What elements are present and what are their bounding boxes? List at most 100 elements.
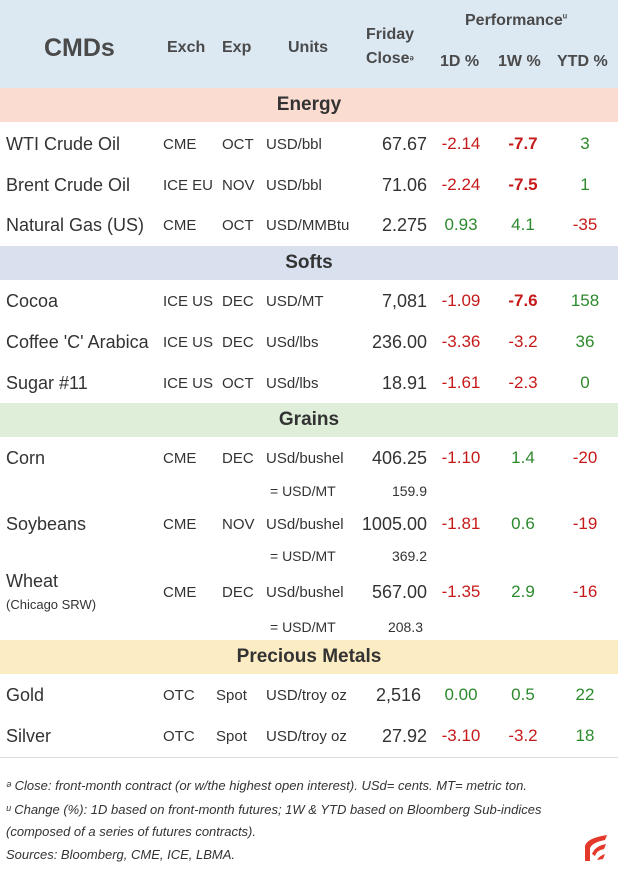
- table-row-brent: Brent Crude Oil ICE EU NOV USD/bbl 71.06…: [0, 165, 618, 205]
- w1-header: 1W %: [498, 53, 541, 70]
- exchange: ICE US: [163, 375, 214, 392]
- change-ytd: 22: [575, 685, 595, 704]
- table-row-gold: Gold OTC Spot USD/troy oz 2,516 0.00 0.5…: [0, 675, 618, 715]
- exch-header: Exch: [167, 39, 206, 56]
- expiry: NOV: [222, 177, 255, 194]
- expiry: NOV: [222, 516, 255, 533]
- friday-header: Friday: [366, 26, 415, 43]
- footnote-change-1: ᵘ Change (%): 1D based on front-month fu…: [6, 802, 542, 817]
- change-1w: -3.2: [508, 332, 538, 351]
- change-ytd: -19: [572, 514, 598, 533]
- commodity-name: Cocoa: [6, 291, 59, 311]
- change-ytd: 18: [575, 726, 595, 745]
- table-row-cocoa: Cocoa ICE US DEC USD/MT 7,081 -1.09 -7.6…: [0, 281, 618, 321]
- close-header-mark: ᵊ: [409, 54, 414, 66]
- performance-header-label: Performance: [465, 12, 563, 29]
- commodity-name: Brent Crude Oil: [6, 175, 131, 195]
- commodity-name: Sugar #11: [6, 373, 88, 393]
- expiry: DEC: [222, 334, 254, 351]
- change-1d: -1.81: [441, 514, 481, 533]
- units: USd/lbs: [266, 334, 319, 351]
- units: USD/troy oz: [266, 728, 347, 745]
- commodity-name: Coffee 'C' Arabica: [6, 332, 149, 352]
- friday-close: 236.00: [371, 332, 427, 352]
- change-1w: 0.5: [511, 685, 535, 704]
- performance-header: Performanceᵘ: [465, 12, 567, 30]
- alt-close: 159.9: [391, 483, 427, 499]
- exchange: ICE US: [163, 334, 214, 351]
- change-1w: 1.4: [511, 448, 535, 467]
- expiry: OCT: [222, 375, 254, 392]
- expiry: DEC: [222, 584, 254, 601]
- change-1d: -1.35: [441, 582, 481, 601]
- footnote-change-2: (composed of a series of futures contrac…: [6, 824, 256, 839]
- change-1w: -7.5: [508, 175, 538, 194]
- commodity-name: Corn: [6, 448, 46, 468]
- change-ytd: 36: [575, 332, 595, 351]
- expiry: Spot: [216, 687, 247, 704]
- friday-close: 7,081: [381, 291, 427, 311]
- expiry: Spot: [216, 728, 247, 745]
- exchange: ICE EU: [163, 177, 214, 194]
- table-row-natgas: Natural Gas (US) CME OCT USD/MMBtu 2.275…: [0, 205, 618, 245]
- close-header: Closeᵊ: [366, 50, 414, 68]
- table-row-silver: Silver OTC Spot USD/troy oz 27.92 -3.10 …: [0, 716, 618, 756]
- expiry: DEC: [222, 450, 254, 467]
- table-row-coffee: Coffee 'C' Arabica ICE US DEC USd/lbs 23…: [0, 322, 618, 362]
- units: USd/bushel: [266, 450, 344, 467]
- commodity-name: Wheat: [6, 571, 59, 591]
- exchange: ICE US: [163, 293, 214, 310]
- units: USD/troy oz: [266, 687, 347, 704]
- table-row-soybeans: Soybeans CME NOV USd/bushel 1005.00 -1.8…: [0, 504, 618, 570]
- friday-close: 2.275: [381, 215, 427, 235]
- exchange: OTC: [163, 687, 195, 704]
- change-1d: -2.14: [441, 134, 481, 153]
- friday-close: 2,516: [375, 685, 421, 705]
- units: USD/bbl: [266, 177, 322, 194]
- d1-header: 1D %: [440, 53, 480, 70]
- section-grains: Grains: [0, 403, 618, 437]
- change-ytd: -35: [572, 215, 598, 234]
- units-header: Units: [288, 39, 328, 56]
- change-1d: 0.93: [444, 215, 478, 234]
- commodity-subname: (Chicago SRW): [6, 597, 97, 612]
- change-1d: -2.24: [441, 175, 481, 194]
- footnote-sources: Sources: Bloomberg, CME, ICE, LBMA.: [6, 847, 236, 862]
- table-row-corn: Corn CME DEC USd/bushel 406.25 -1.10 1.4…: [0, 438, 618, 504]
- table-title: CMDs: [44, 34, 115, 62]
- change-1d: -1.09: [441, 291, 481, 310]
- table-row-wti: WTI Crude Oil CME OCT USD/bbl 67.67 -2.1…: [0, 124, 618, 164]
- exchange: CME: [163, 450, 197, 467]
- table-header: CMDs Exch Exp Units Friday Closeᵊ Perfor…: [0, 0, 618, 88]
- change-ytd: 3: [580, 134, 590, 153]
- friday-close: 27.92: [381, 726, 427, 746]
- change-ytd: -16: [572, 582, 598, 601]
- alt-units: = USD/MT: [270, 619, 336, 635]
- change-ytd: 1: [580, 175, 590, 194]
- section-precious-metals: Precious Metals: [0, 640, 618, 674]
- units: USd/bushel: [266, 516, 344, 533]
- change-ytd: 0: [580, 373, 590, 392]
- commodity-name: Natural Gas (US): [6, 215, 145, 235]
- exp-header: Exp: [222, 39, 252, 56]
- exchange: CME: [163, 584, 197, 601]
- friday-close: 67.67: [381, 134, 427, 154]
- exchange: CME: [163, 136, 197, 153]
- alt-units: = USD/MT: [270, 548, 336, 564]
- alt-close: 369.2: [391, 548, 427, 564]
- footnote-close: ᵊ Close: front-month contract (or w/the …: [6, 778, 527, 793]
- table-row-wheat: Wheat (Chicago SRW) CME DEC USd/bushel 5…: [0, 570, 618, 638]
- change-ytd: -20: [572, 448, 598, 467]
- table-bottom-divider: [0, 757, 618, 758]
- section-energy: Energy: [0, 88, 618, 122]
- change-1d: -1.10: [441, 448, 481, 467]
- units: USd/lbs: [266, 375, 319, 392]
- change-1w: 2.9: [511, 582, 535, 601]
- change-1d: -3.10: [441, 726, 481, 745]
- change-1d: -1.61: [441, 373, 481, 392]
- expiry: DEC: [222, 293, 254, 310]
- commodity-name: Soybeans: [6, 514, 87, 534]
- table-row-sugar: Sugar #11 ICE US OCT USd/lbs 18.91 -1.61…: [0, 363, 618, 403]
- brand-logo-icon: [581, 832, 609, 862]
- friday-close: 71.06: [381, 175, 427, 195]
